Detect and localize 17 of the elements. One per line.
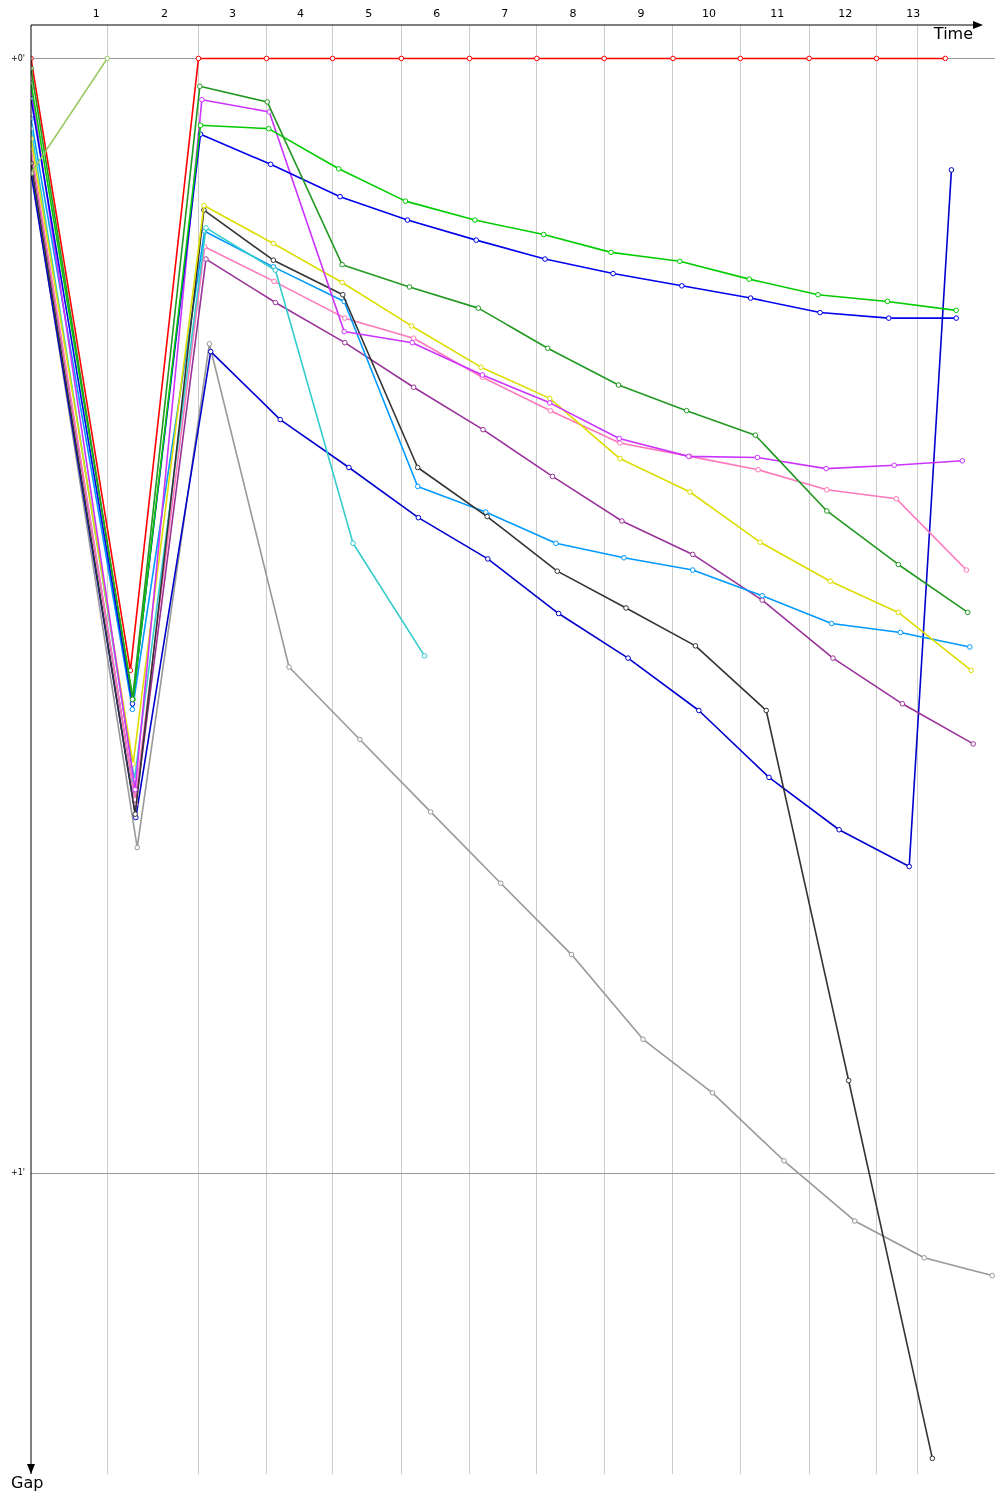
- x-axis-title: Time: [932, 24, 973, 44]
- x-tick-label: 5: [365, 7, 373, 21]
- x-tick-label: 11: [770, 7, 785, 21]
- y-tick-label: +1': [11, 1168, 25, 1178]
- x-tick-label: 4: [297, 7, 305, 21]
- y-tick-label: +0': [11, 53, 25, 63]
- x-tick-label: 8: [569, 7, 577, 21]
- x-tick-label: 3: [229, 7, 237, 21]
- x-tick-label: 10: [702, 7, 717, 21]
- x-tick-label: 13: [906, 7, 921, 21]
- x-tick-label: 6: [433, 7, 441, 21]
- x-tick-label: 2: [160, 7, 168, 21]
- x-tick-label: 12: [838, 7, 853, 21]
- x-tick-label: 7: [501, 7, 509, 21]
- x-tick-label: 1: [92, 7, 100, 21]
- y-axis-title: Gap: [11, 1473, 44, 1493]
- x-tick-label: 9: [637, 7, 645, 21]
